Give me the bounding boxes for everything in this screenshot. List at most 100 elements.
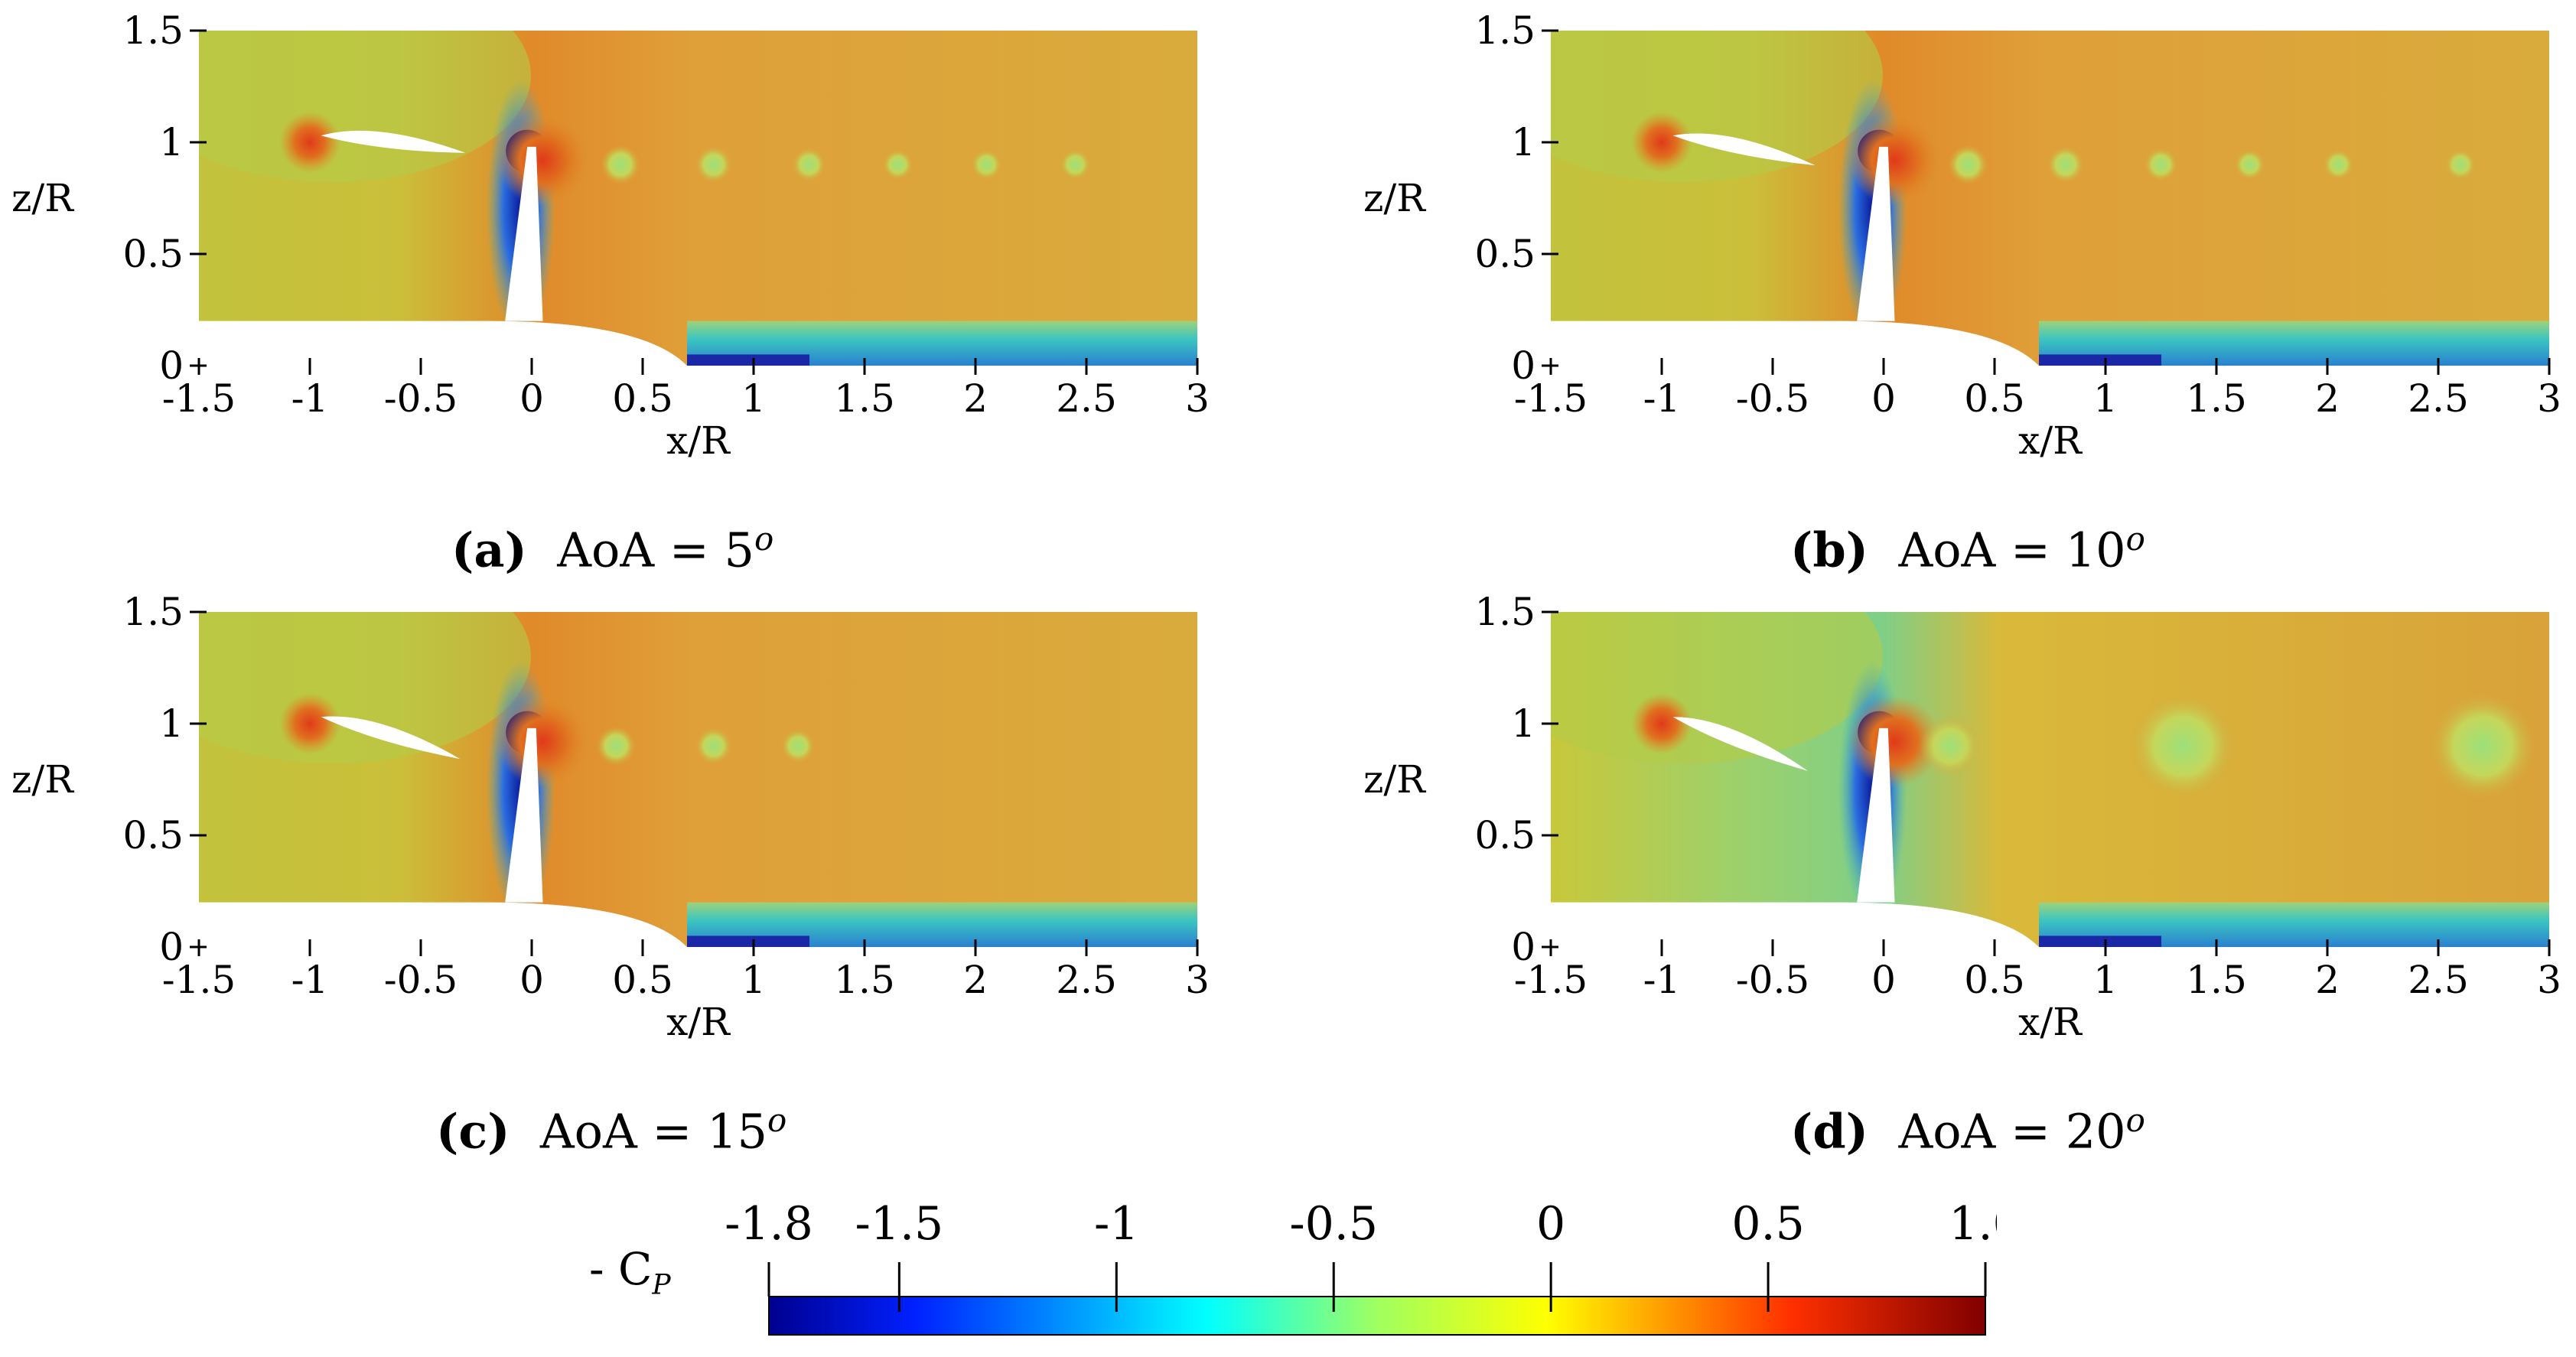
x-tick-label: 0.5 bbox=[612, 376, 673, 421]
tip-vortex bbox=[2047, 146, 2084, 184]
x-tick-label: 1.5 bbox=[2186, 376, 2247, 421]
nacelle bbox=[1551, 321, 2039, 366]
x-tick-label: -1.5 bbox=[162, 958, 236, 1002]
blade bbox=[505, 727, 543, 903]
nacelle bbox=[199, 321, 687, 366]
x-tick-label: -1 bbox=[1643, 376, 1681, 421]
colorbar-tick-label: -1.8 bbox=[725, 1197, 813, 1251]
x-tick-label: 1 bbox=[741, 376, 766, 421]
nacelle bbox=[1551, 902, 2039, 947]
leading-edge-hotspot bbox=[279, 693, 340, 754]
tip-vortex bbox=[1920, 715, 1981, 777]
caption-text: AoA = 10 bbox=[1898, 522, 2126, 578]
colorbar-gradient bbox=[768, 1296, 1986, 1336]
tip-vortex bbox=[695, 727, 732, 765]
x-tick-label: -1.5 bbox=[162, 376, 236, 421]
x-axis-label: x/R bbox=[2018, 1000, 2083, 1044]
x-tick-label: 2 bbox=[2315, 376, 2340, 421]
colorbar-tick-label: -1.5 bbox=[855, 1197, 944, 1251]
leading-edge-hotspot bbox=[279, 112, 340, 173]
contour-plot-a: -1.5 -1 -0.5 0 0.5 1 1.5 2 2.5 3 0 0.5 1 1.5 x/R z/R bbox=[11, 8, 1210, 463]
x-tick-label: 2.5 bbox=[1056, 376, 1117, 421]
y-tick-label: 1.5 bbox=[1474, 590, 1536, 634]
tip-vortex bbox=[2234, 149, 2265, 181]
x-tick-label: 0 bbox=[1871, 958, 1896, 1002]
upstream-airfoil bbox=[1672, 717, 1808, 771]
x-tick-label: -1 bbox=[291, 376, 329, 421]
leading-edge-hotspot bbox=[1631, 112, 1692, 173]
caption-label: (a) bbox=[451, 522, 527, 578]
x-tick-label: 0 bbox=[519, 376, 544, 421]
tip-vortex bbox=[2129, 692, 2237, 800]
x-tick-label: 1 bbox=[741, 958, 766, 1002]
x-tick-label: 3 bbox=[1185, 376, 1210, 421]
x-tick-label: 0.5 bbox=[612, 958, 673, 1002]
x-tick-label: 2 bbox=[2315, 958, 2340, 1002]
colorbar-tick-label: 0 bbox=[1536, 1197, 1565, 1251]
caption-sup: o bbox=[754, 520, 774, 558]
blade bbox=[1857, 146, 1895, 321]
caption-b: (b) AoA = 10o bbox=[1790, 520, 2145, 578]
x-tick-label: 2 bbox=[963, 958, 988, 1002]
tip-vortex bbox=[2445, 149, 2476, 181]
contour-field bbox=[1551, 31, 2549, 366]
colorbar-tick-label: 1.0 bbox=[1949, 1197, 1997, 1251]
x-tick-label: 1.5 bbox=[834, 376, 895, 421]
x-tick-label: 2 bbox=[963, 376, 988, 421]
nacelle bbox=[199, 902, 687, 947]
panel-d: -1.5 -1 -0.5 0 0.5 1 1.5 2 2.5 3 0 0.5 1 1.5 x/R z/R bbox=[1352, 581, 2576, 1109]
blade bbox=[505, 146, 543, 321]
tip-vortex bbox=[2429, 692, 2536, 800]
caption-label: (d) bbox=[1790, 1103, 1869, 1160]
contour-field bbox=[199, 612, 1197, 947]
upstream-airfoil bbox=[321, 130, 466, 153]
blade-pressure-region bbox=[1848, 114, 1941, 207]
panel-b: -1.5 -1 -0.5 0 0.5 1 1.5 2 2.5 3 0 0.5 1 1.5 x/R z/R bbox=[1352, 0, 2576, 528]
hub-wake-core bbox=[687, 936, 809, 947]
y-tick-label: 0.5 bbox=[122, 232, 184, 276]
y-tick-label: 0 bbox=[1511, 343, 1536, 388]
contour-plot-b: -1.5 -1 -0.5 0 0.5 1 1.5 2 2.5 3 0 0.5 1 1.5 x/R z/R bbox=[1363, 8, 2561, 463]
contour-plot-c: -1.5 -1 -0.5 0 0.5 1 1.5 2 2.5 3 0 0.5 1 1.5 x/R z/R bbox=[11, 590, 1210, 1044]
caption-sup: o bbox=[2125, 1102, 2145, 1139]
hub-wake-core bbox=[2039, 936, 2161, 947]
blade bbox=[1857, 727, 1895, 903]
x-tick-label: 3 bbox=[2537, 958, 2561, 1002]
x-tick-label: 0 bbox=[1871, 376, 1896, 421]
x-axis-label: x/R bbox=[666, 1000, 731, 1044]
tip-vortex bbox=[695, 146, 732, 184]
contour-plot-d: -1.5 -1 -0.5 0 0.5 1 1.5 2 2.5 3 0 0.5 1 1.5 x/R z/R bbox=[1363, 590, 2561, 1044]
caption-text: AoA = 15 bbox=[539, 1103, 767, 1160]
y-axis-label: z/R bbox=[11, 176, 74, 220]
tip-vortex bbox=[882, 149, 913, 181]
hub-wake-core bbox=[687, 354, 809, 366]
caption-text: AoA = 5 bbox=[557, 522, 754, 578]
colorbar-title-sub: P bbox=[652, 1269, 671, 1301]
tip-vortex bbox=[596, 726, 637, 766]
x-tick-label: 1.5 bbox=[834, 958, 895, 1002]
y-tick-label: 1 bbox=[1511, 120, 1536, 164]
y-axis-label: z/R bbox=[1363, 757, 1426, 802]
x-tick-label: -0.5 bbox=[1736, 958, 1809, 1002]
y-tick-label: 0.5 bbox=[122, 813, 184, 857]
x-tick-label: 1 bbox=[2093, 376, 2118, 421]
y-tick-label: 1.5 bbox=[1474, 8, 1536, 53]
x-tick-label: -1 bbox=[1643, 958, 1681, 1002]
x-axis-label: x/R bbox=[666, 418, 731, 463]
y-tick-label: 0.5 bbox=[1474, 813, 1536, 857]
caption-label: (b) bbox=[1790, 522, 1869, 578]
blade-pressure-region bbox=[497, 695, 589, 788]
tip-vortex bbox=[1948, 145, 1988, 185]
colorbar-tick-label: 0.5 bbox=[1731, 1197, 1804, 1251]
hub-wake-core bbox=[2039, 354, 2161, 366]
caption-sup: o bbox=[2125, 520, 2145, 558]
x-tick-label: 1 bbox=[2093, 958, 2118, 1002]
x-tick-label: -1.5 bbox=[1514, 958, 1588, 1002]
colorbar-svg: -1.8 -1.5 -1 -0.5 0 0.5 1.0 bbox=[725, 1197, 1997, 1336]
tip-vortex bbox=[1060, 149, 1091, 181]
tip-vortex bbox=[2144, 148, 2178, 182]
y-tick-label: 0 bbox=[1511, 925, 1536, 969]
colorbar: -1.8 -1.5 -1 -0.5 0 0.5 1.0 bbox=[581, 1178, 1997, 1346]
blade-pressure-region bbox=[497, 114, 589, 207]
colorbar-title: - CP bbox=[589, 1243, 671, 1301]
